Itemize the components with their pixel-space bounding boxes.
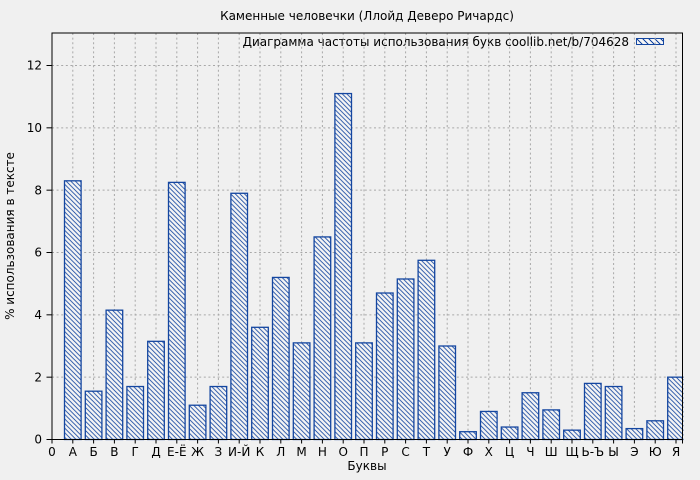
bar-Ф [459,431,477,441]
svg-text:Э: Э [630,445,638,459]
legend: Диаграмма частоты использования букв coo… [242,34,664,49]
plot-frame [51,32,683,440]
bar-Ю [646,420,665,441]
bars [63,92,684,441]
svg-text:Е-Ё: Е-Ё [167,444,187,459]
bar-Р [375,292,394,441]
bar-Х [479,410,498,441]
x-axis-title: Буквы [347,459,387,473]
bar-З [209,385,228,441]
svg-text:И-Й: И-Й [228,444,250,459]
svg-text:Щ: Щ [565,445,578,459]
x-tick-labels: 0 А Б В Г Д Е-Ё Ж З И-Й К Л М Н О П Р С Т У Ф Х Ц Ч Ш Щ Ь-Ъ Ы Э Ю Я [48,444,680,459]
svg-text:0: 0 [34,433,42,447]
svg-text:10: 10 [27,121,42,135]
svg-text:12: 12 [27,59,42,73]
svg-text:З: З [215,445,223,459]
svg-text:О: О [338,445,347,459]
bar-Ч [521,392,540,441]
bar-И-Й [230,192,249,441]
svg-text:Р: Р [381,445,388,459]
svg-text:8: 8 [34,183,42,197]
chart-title: Каменные человечки (Ллойд Деверо Ричардс… [220,9,514,23]
bar-Г [126,385,145,441]
svg-text:П: П [359,445,368,459]
bar-С [396,278,415,441]
bar-Т [417,259,436,441]
bar-Щ [563,429,581,441]
svg-text:К: К [256,445,265,459]
svg-text:Г: Г [132,445,139,459]
svg-text:У: У [444,445,452,459]
bar-Ц [500,426,519,441]
svg-text:М: М [296,445,306,459]
svg-text:Л: Л [276,445,285,459]
bar-Д [147,340,165,441]
svg-text:Н: Н [318,445,327,459]
svg-text:В: В [110,445,118,459]
svg-text:Ш: Ш [545,445,558,459]
legend-swatch [636,38,664,45]
bar-Ж [188,404,207,441]
bar-Э [625,427,644,441]
bar-Я [667,376,684,441]
bar-Ь-Ъ [583,382,602,441]
svg-text:Х: Х [485,445,493,459]
svg-text:Т: Т [422,445,431,459]
svg-text:Д: Д [151,445,160,459]
svg-text:2: 2 [34,370,42,384]
legend-label: Диаграмма частоты использования букв coo… [242,34,629,49]
svg-text:Ф: Ф [463,445,473,459]
bar-П [355,342,373,441]
svg-text:4: 4 [34,308,42,322]
svg-text:А: А [69,445,78,459]
svg-text:Ь-Ъ: Ь-Ъ [582,445,605,459]
svg-text:Б: Б [89,445,97,459]
svg-text:Ж: Ж [191,445,204,459]
svg-text:С: С [401,445,409,459]
bar-Ш [542,409,561,441]
bar-О [334,92,353,441]
bar-В [105,309,124,441]
bar-Л [271,276,290,441]
bar-Б [84,390,103,441]
svg-text:0: 0 [48,445,56,459]
axis-ticks [46,65,683,444]
svg-text:Ц: Ц [505,445,514,459]
bar-К [251,326,269,441]
bar-М [292,342,311,441]
svg-text:Я: Я [672,445,680,459]
y-tick-labels: 0 2 4 6 8 10 12 [27,59,42,447]
bar-Н [313,236,332,441]
svg-text:Ы: Ы [608,445,619,459]
bar-Е-Ё [167,181,186,441]
svg-text:Ч: Ч [526,445,534,459]
bar-У [438,345,457,441]
bar-А [63,180,82,441]
bar-Ы [604,385,623,441]
svg-text:Ю: Ю [649,445,662,459]
svg-text:6: 6 [34,246,42,260]
